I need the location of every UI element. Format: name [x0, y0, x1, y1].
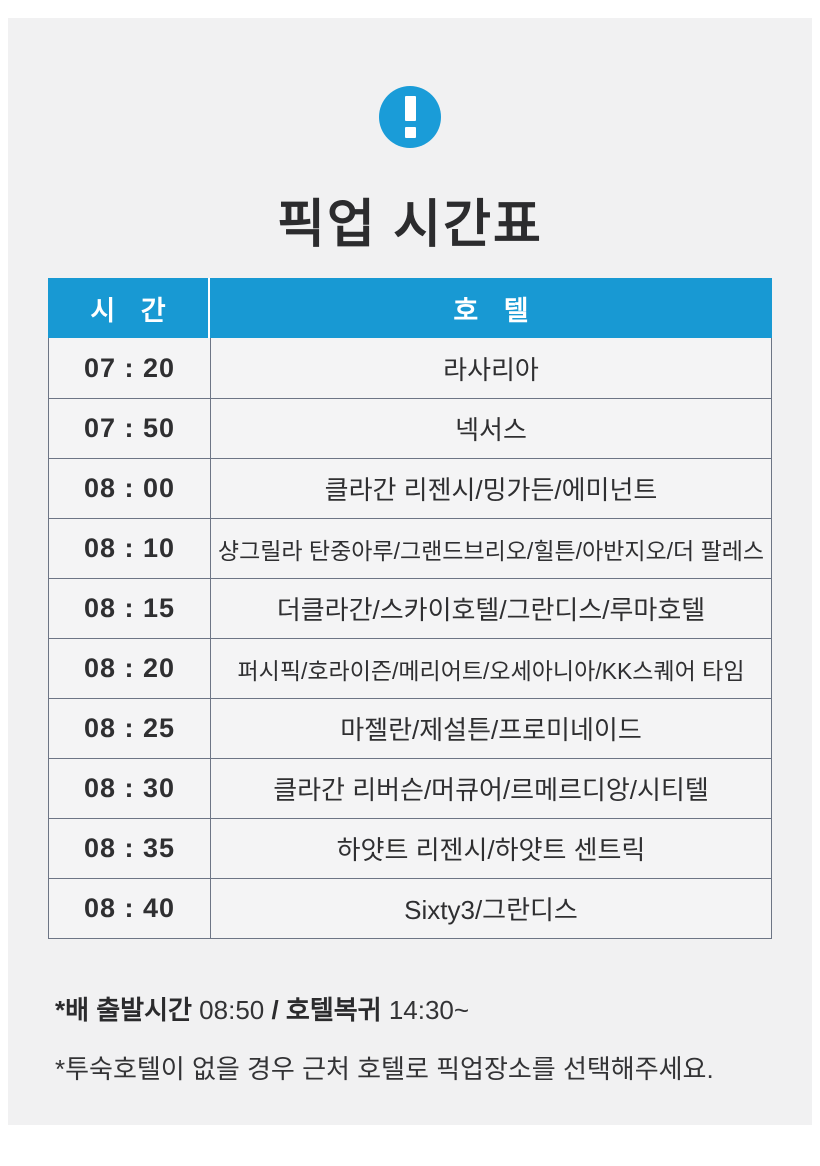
table-row: 08 : 00 클라간 리젠시/밍가든/에미넌트 — [49, 458, 771, 518]
time-cell: 08 : 40 — [49, 879, 211, 938]
time-cell: 08 : 20 — [49, 639, 211, 698]
table-row: 07 : 50 넥서스 — [49, 398, 771, 458]
time-cell: 08 : 15 — [49, 579, 211, 638]
content-card: 픽업 시간표 시 간 호 텔 07 : 20 라사리아 07 : 50 넥서스 08 :… — [8, 18, 812, 1125]
note-departure-return: *배 출발시간 08:50 / 호텔복귀 14:30~ — [55, 990, 785, 1027]
table-header-row: 시 간 호 텔 — [48, 278, 772, 338]
exclamation-dot — [404, 127, 416, 138]
hotel-cell: 마젤란/제설튼/프로미네이드 — [340, 715, 642, 745]
time-cell: 08 : 35 — [49, 819, 211, 878]
time-cell: 08 : 10 — [49, 519, 211, 578]
table-row: 08 : 30 클라간 리버슨/머큐어/르메르디앙/시티텔 — [49, 758, 771, 818]
table-row: 08 : 10 샹그릴라 탄중아루/그랜드브리오/힐튼/아반지오/더 팔레스 — [49, 518, 771, 578]
hotel-cell: 클라간 리젠시/밍가든/에미넌트 — [324, 475, 658, 505]
time-cell: 08 : 30 — [49, 759, 211, 818]
table-row: 08 : 40 Sixty3/그란디스 — [49, 878, 771, 938]
hotel-cell: 하얏트 리젠시/하얏트 센트릭 — [336, 835, 646, 865]
time-cell: 07 : 20 — [49, 338, 211, 398]
exclamation-icon — [379, 86, 441, 148]
table-row: 08 : 35 하얏트 리젠시/하얏트 센트릭 — [49, 818, 771, 878]
table-body: 07 : 20 라사리아 07 : 50 넥서스 08 : 00 클라간 리젠시/밍가든/… — [48, 338, 772, 939]
column-header-time: 시 간 — [48, 278, 210, 338]
icon-container — [8, 86, 812, 148]
hotel-cell: 클라간 리버슨/머큐어/르메르디앙/시티텔 — [273, 775, 709, 805]
hotel-cell: 퍼시픽/호라이즌/메리어트/오세아니아/KK스퀘어 타임 — [237, 657, 745, 684]
pickup-table: 시 간 호 텔 07 : 20 라사리아 07 : 50 넥서스 08 : 00 클라간 … — [48, 278, 772, 939]
hotel-cell: 샹그릴라 탄중아루/그랜드브리오/힐튼/아반지오/더 팔레스 — [217, 537, 765, 564]
exclamation-bar — [404, 96, 416, 121]
note-departure-time: 08:50 — [191, 995, 272, 1025]
column-header-hotel: 호 텔 — [453, 295, 538, 326]
table-row: 08 : 20 퍼시픽/호라이즌/메리어트/오세아니아/KK스퀘어 타임 — [49, 638, 771, 698]
note-return-time: 14:30~ — [381, 995, 470, 1025]
hotel-cell: 더클라간/스카이호텔/그란디스/루마호텔 — [276, 595, 706, 625]
note-return-label: / 호텔복귀 — [271, 995, 382, 1025]
hotel-cell: Sixty3/그란디스 — [404, 895, 578, 925]
time-cell: 08 : 00 — [49, 459, 211, 518]
time-cell: 07 : 50 — [49, 399, 211, 458]
hotel-cell: 라사리아 — [443, 354, 539, 385]
table-row: 07 : 20 라사리아 — [49, 338, 771, 398]
time-cell: 08 : 25 — [49, 699, 211, 758]
note-departure-label: *배 출발시간 — [55, 995, 192, 1025]
table-row: 08 : 15 더클라간/스카이호텔/그란디스/루마호텔 — [49, 578, 771, 638]
footnotes: *배 출발시간 08:50 / 호텔복귀 14:30~ *투숙호텔이 없을 경우… — [55, 990, 785, 1108]
table-row: 08 : 25 마젤란/제설튼/프로미네이드 — [49, 698, 771, 758]
page-title: 픽업 시간표 — [277, 196, 543, 254]
hotel-cell: 넥서스 — [455, 415, 527, 445]
note-no-hotel: *투숙호텔이 없을 경우 근처 호텔로 픽업장소를 선택해주세요. — [55, 1054, 714, 1084]
